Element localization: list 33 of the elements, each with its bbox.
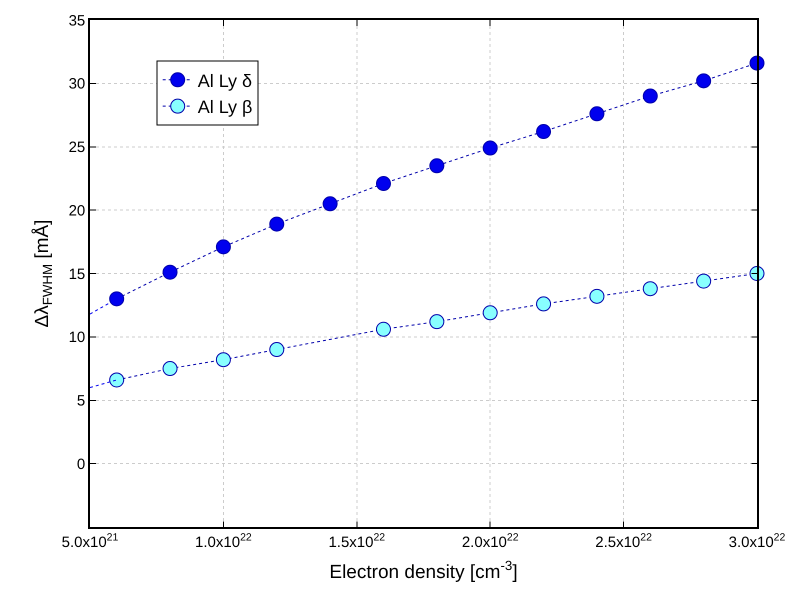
point xyxy=(269,342,284,358)
point xyxy=(429,158,444,174)
x-tick-label: 1.0x10$^{22}$ xyxy=(195,531,252,551)
point xyxy=(109,291,124,306)
legend-label: Al Ly β xyxy=(198,97,252,118)
point xyxy=(269,216,284,232)
x-tick-label: 2.5x10$^{22}$ xyxy=(595,531,652,551)
y-tick-label: 30 xyxy=(68,76,86,93)
y-tick-label: 0 xyxy=(76,456,86,473)
y-tick-label: 25 xyxy=(68,139,86,156)
point xyxy=(589,106,604,122)
point xyxy=(162,361,178,376)
y-tick-label: 15 xyxy=(68,266,86,283)
point xyxy=(162,264,178,280)
legend-label: Al Ly δ xyxy=(198,70,252,91)
point xyxy=(482,140,498,156)
point xyxy=(696,73,712,88)
point xyxy=(216,239,231,254)
y-tick-label: 10 xyxy=(68,329,86,346)
point xyxy=(216,352,231,368)
point xyxy=(109,372,124,388)
point xyxy=(376,176,391,192)
y-tick-label: 35 xyxy=(68,12,86,30)
x-tick-label: 5.0x10$^{21}$ xyxy=(62,531,119,551)
x-axis-title: Electron density [cm$^{-3}$] xyxy=(329,558,518,584)
point xyxy=(536,124,552,140)
x-tick-label: 3.0x10$^{22}$ xyxy=(728,531,786,551)
x-tick-label: 1.5x10$^{22}$ xyxy=(328,531,386,551)
point xyxy=(322,196,338,212)
y-tick-label: 5 xyxy=(76,392,86,410)
point xyxy=(642,88,658,104)
y-tick-label: 20 xyxy=(68,202,86,220)
x-tick-label: 2.0x10$^{22}$ xyxy=(462,531,519,551)
